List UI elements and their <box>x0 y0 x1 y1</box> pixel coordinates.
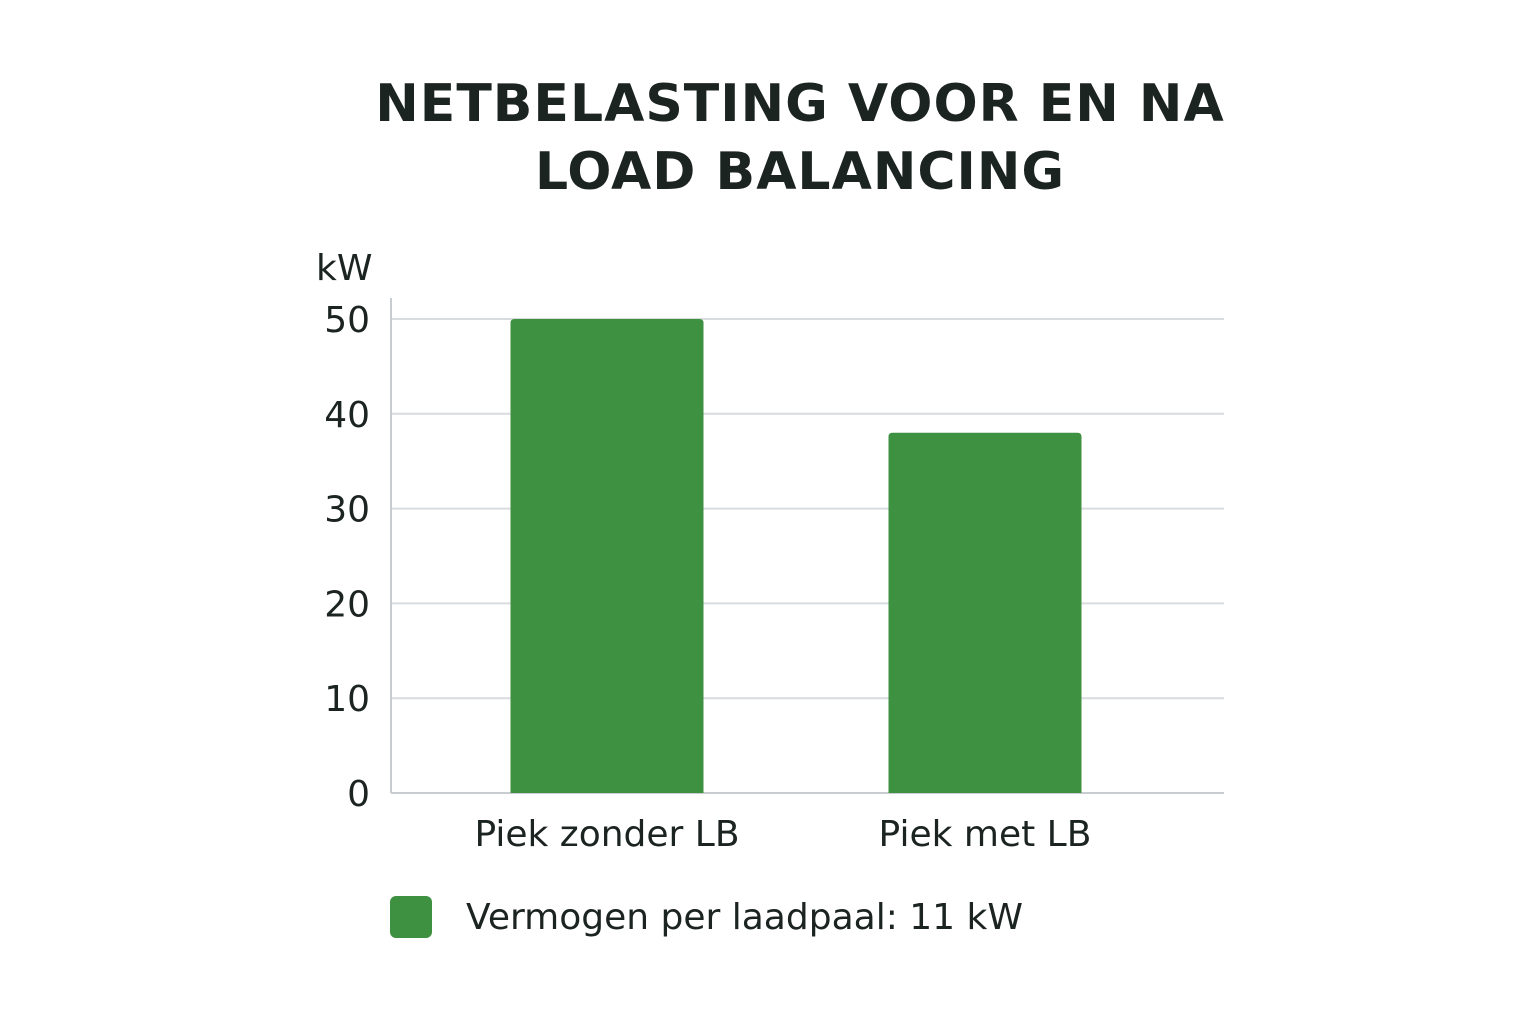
y-tick-label: 30 <box>324 490 370 531</box>
labels: 0 10 20 30 40 50 kW Piek zonder LB Piek met LB <box>316 248 1091 855</box>
y-tick-label: 40 <box>324 395 370 436</box>
bar-1 <box>510 319 704 793</box>
chart-title-line-1: NETBELASTING VOOR EN NA <box>375 74 1225 134</box>
chart-title-line-2: LOAD BALANCING <box>534 142 1066 202</box>
y-tick-label: 50 <box>324 300 370 341</box>
legend-swatch <box>390 896 432 938</box>
x-category-label: Piek zonder LB <box>474 814 739 855</box>
chart-title: NETBELASTING VOOR EN NA LOAD BALANCING <box>300 70 1300 206</box>
y-tick-label: 0 <box>347 774 370 815</box>
y-axis-unit-label: kW <box>316 248 372 289</box>
legend: Vermogen per laadpaal: 11 kW <box>390 896 1023 938</box>
bar-2 <box>888 432 1082 793</box>
y-tick-label: 10 <box>324 679 370 720</box>
bars <box>510 319 1082 793</box>
y-tick-label: 20 <box>324 584 370 625</box>
legend-label: Vermogen per laadpaal: 11 kW <box>466 896 1023 938</box>
x-category-label: Piek met LB <box>879 814 1092 855</box>
